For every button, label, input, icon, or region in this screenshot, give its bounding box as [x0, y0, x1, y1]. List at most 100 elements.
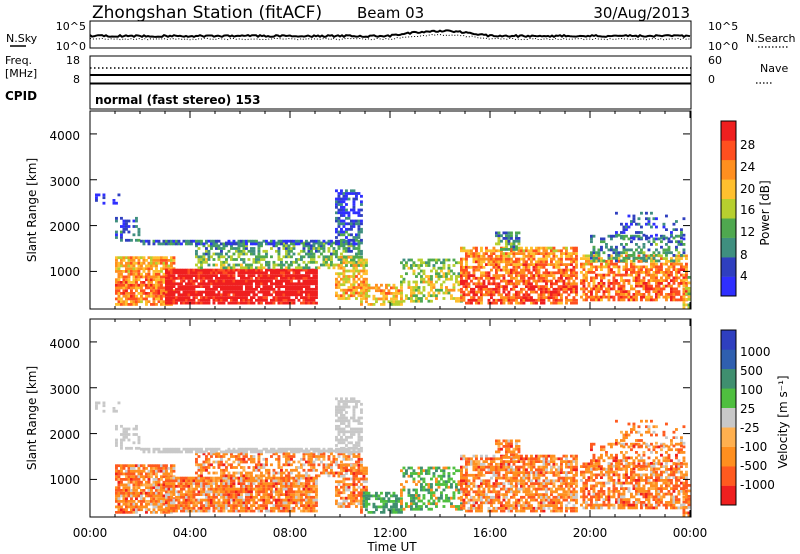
- power-cell: [237, 279, 241, 283]
- power-cell: [130, 292, 133, 295]
- power-cell: [337, 239, 341, 243]
- velocity-cell: [272, 474, 276, 478]
- power-cell: [140, 272, 143, 276]
- power-cell: [667, 248, 671, 252]
- power-cell: [517, 263, 521, 266]
- power-cell: [207, 249, 211, 253]
- power-cell: [275, 282, 278, 286]
- power-cell: [552, 263, 556, 266]
- power-cell: [587, 271, 591, 274]
- power-cell: [337, 192, 341, 195]
- power-cell: [322, 247, 326, 250]
- velocity-cell: [222, 493, 226, 496]
- power-cell: [482, 287, 486, 291]
- velocity-cell: [155, 472, 158, 476]
- velocity-cell: [215, 479, 218, 483]
- velocity-cell: [292, 509, 296, 513]
- power-cell: [305, 298, 308, 302]
- power-cell: [345, 269, 348, 273]
- power-cell: [507, 274, 511, 277]
- power-cell: [652, 290, 656, 293]
- power-cell: [465, 301, 468, 305]
- velocity-cell: [115, 469, 118, 473]
- frequency-label-line1: Freq.: [5, 54, 32, 67]
- power-cell: [175, 301, 178, 305]
- power-cell: [185, 301, 188, 305]
- power-cell: [502, 257, 506, 261]
- power-cell: [670, 293, 673, 296]
- power-cell: [515, 260, 518, 264]
- power-cell: [197, 242, 201, 246]
- power-cell: [192, 301, 196, 305]
- power-cell: [177, 242, 181, 246]
- power-cell: [470, 254, 473, 258]
- power-cell: [230, 255, 233, 259]
- power-cell: [510, 252, 513, 255]
- power-cell: [287, 268, 291, 272]
- power-cell: [535, 268, 538, 272]
- velocity-cell: [167, 482, 171, 485]
- velocity-cell: [300, 498, 303, 502]
- power-cell: [145, 286, 148, 290]
- power-cell: [575, 271, 578, 275]
- power-cell: [227, 290, 231, 294]
- velocity-cell: [127, 478, 131, 481]
- velocity-cell: [260, 490, 263, 494]
- velocity-cell: [175, 484, 178, 488]
- power-colorbar-frame: [720, 120, 737, 297]
- power-cell: [235, 263, 238, 267]
- power-cell: [217, 285, 221, 288]
- power-cell: [207, 271, 211, 275]
- power-cell: [395, 297, 398, 301]
- power-cell: [127, 219, 131, 223]
- power-cell: [582, 279, 586, 282]
- power-cell: [142, 297, 146, 301]
- power-cell: [512, 271, 516, 275]
- velocity-cell: [230, 487, 233, 491]
- power-cell: [495, 271, 498, 275]
- power-cell: [327, 247, 331, 250]
- power-cell: [270, 301, 273, 305]
- power-cell: [342, 244, 346, 248]
- velocity-cell: [210, 501, 213, 505]
- power-cell: [177, 293, 181, 297]
- velocity-cell: [135, 502, 138, 506]
- velocity-cell: [305, 479, 308, 483]
- power-cell: [422, 288, 426, 292]
- power-cell: [280, 242, 283, 246]
- power-cell: [567, 282, 571, 286]
- velocity-cell: [122, 483, 126, 487]
- velocity-cell: [312, 476, 316, 480]
- power-cell: [97, 193, 101, 197]
- power-cell: [270, 285, 273, 288]
- velocity-cell: [275, 490, 278, 494]
- power-cell: [162, 239, 166, 243]
- power-cell: [682, 295, 686, 299]
- power-cell: [205, 274, 208, 277]
- power-cell: [342, 242, 346, 246]
- power-cell: [125, 256, 128, 260]
- power-cell: [122, 281, 126, 284]
- power-cell: [652, 287, 656, 291]
- velocity-cell: [192, 495, 196, 499]
- power-cell: [285, 255, 288, 259]
- velocity-cell: [152, 464, 156, 468]
- power-cell: [195, 276, 198, 280]
- velocity-cell: [305, 476, 308, 480]
- power-cell: [352, 294, 356, 298]
- power-cell: [300, 268, 303, 272]
- power-cell: [125, 278, 128, 282]
- power-cell: [510, 245, 513, 249]
- power-cell: [157, 292, 161, 295]
- power-cell: [597, 287, 601, 291]
- power-cell: [615, 233, 618, 237]
- power-cell: [310, 239, 313, 243]
- power-cell: [687, 287, 691, 290]
- velocity-cell: [165, 490, 168, 494]
- power-cell: [545, 274, 548, 277]
- velocity-cell: [195, 471, 198, 475]
- power-cell: [340, 261, 343, 265]
- power-cell: [672, 282, 676, 285]
- power-cell: [477, 301, 481, 305]
- power-cell: [352, 277, 356, 281]
